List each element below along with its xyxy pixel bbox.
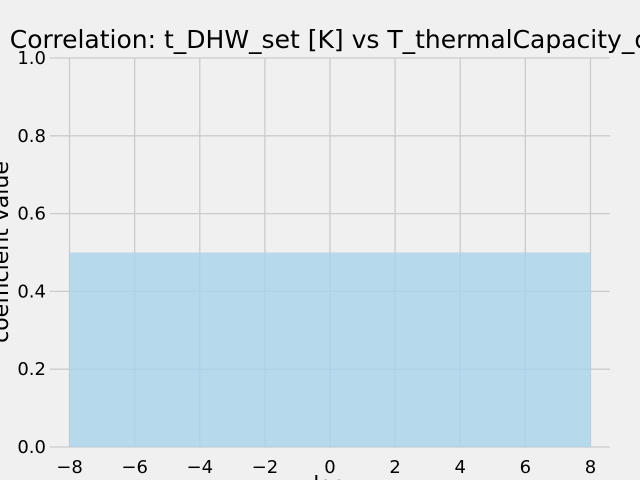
area-series [69,252,591,447]
x-tick-label: 2 [389,457,400,478]
x-tick-label: −4 [186,457,213,478]
area-layer [69,252,591,447]
y-tick-label: 1.0 [17,48,46,69]
x-tick-label: 0 [324,457,335,478]
x-axis-ticks: −8 −6 −4 −2 0 2 4 6 8 [56,457,596,478]
x-tick-label: 8 [585,457,596,478]
x-tick-label: −8 [56,457,83,478]
y-tick-label: 0.8 [17,126,46,147]
y-tick-label: 0.6 [17,204,46,225]
x-tick-label: −6 [121,457,148,478]
y-axis-label: coefficient value [0,161,14,343]
y-tick-label: 0.4 [17,281,46,302]
y-tick-label: 0.0 [17,437,46,458]
x-tick-label: −2 [252,457,279,478]
x-axis-label: lag [313,473,347,480]
x-tick-label: 4 [455,457,466,478]
chart-title: Correlation: t_DHW_set [K] vs T_thermalC… [10,25,640,54]
x-tick-label: 6 [520,457,531,478]
y-axis-ticks: 0.0 0.2 0.4 0.6 0.8 1.0 [17,48,46,458]
y-tick-label: 0.2 [17,359,46,380]
